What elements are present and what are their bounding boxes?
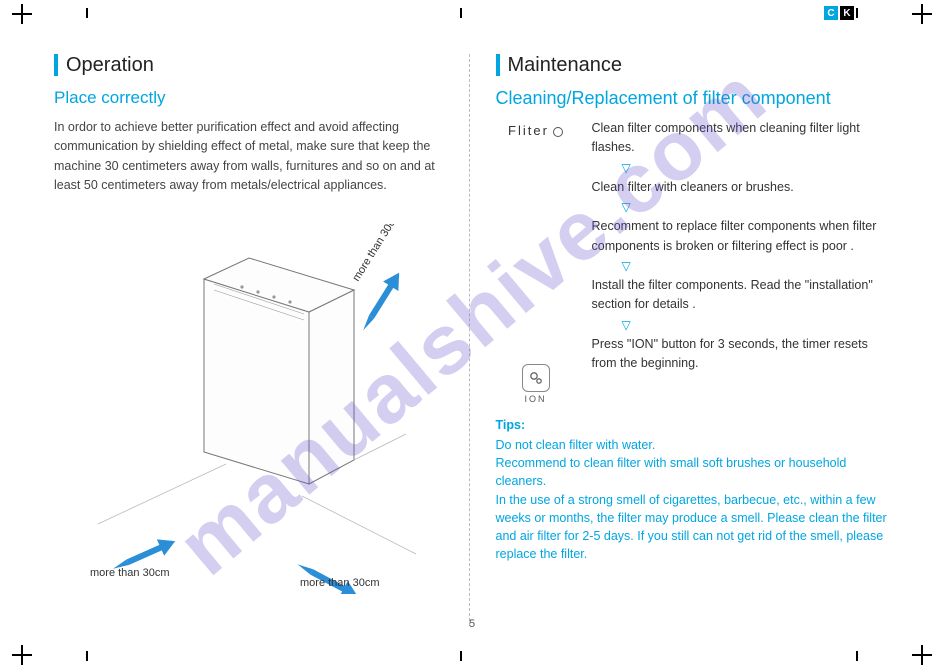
maintenance-steps: Clean filter components when cleaning fi…	[592, 119, 891, 377]
arrow-label: more than 30cm	[350, 224, 402, 284]
page-content: Operation Place correctly In ordor to ac…	[54, 54, 890, 626]
right-column: Maintenance Cleaning/Replacement of filt…	[469, 54, 891, 626]
crop-tick	[856, 651, 858, 661]
crop-tick	[86, 651, 88, 661]
step-text: Clean filter with cleaners or brushes.	[592, 178, 891, 197]
reg-mark-tl	[12, 4, 32, 24]
placement-diagram: more than 30cm more than 30cm more than …	[54, 224, 454, 594]
reg-mark-bl	[12, 645, 32, 665]
subtitle-place-correctly: Place correctly	[54, 88, 449, 108]
tips-line: Recommend to clean filter with small sof…	[496, 454, 891, 490]
step-arrow-icon: ▽	[622, 319, 891, 331]
step-text: Recomment to replace filter components w…	[592, 217, 891, 256]
step-text: Press "ION" button for 3 seconds, the ti…	[592, 335, 891, 374]
crop-tick	[856, 8, 858, 18]
crop-tick	[460, 8, 462, 18]
badge-c: C	[824, 6, 838, 20]
maintenance-left-col: Fliter ION	[496, 119, 576, 404]
filter-indicator-icon	[553, 127, 563, 137]
tips-block: Tips: Do not clean filter with water. Re…	[496, 416, 891, 563]
color-key-badge: C K	[824, 6, 854, 20]
step-text: Clean filter components when cleaning fi…	[592, 119, 891, 158]
filter-label: Fliter	[508, 123, 549, 138]
badge-k: K	[840, 6, 854, 20]
tips-line: In the use of a strong smell of cigarett…	[496, 491, 891, 564]
ion-label: ION	[496, 394, 576, 404]
step-arrow-icon: ▽	[622, 162, 891, 174]
step-arrow-icon: ▽	[622, 201, 891, 213]
reg-mark-tr	[912, 4, 932, 24]
subtitle-cleaning: Cleaning/Replacement of filter component	[496, 88, 891, 109]
step-arrow-icon: ▽	[622, 260, 891, 272]
left-column: Operation Place correctly In ordor to ac…	[54, 54, 469, 626]
crop-tick	[460, 651, 462, 661]
arrow-label: more than 30cm	[90, 567, 169, 579]
section-title-maintenance: Maintenance	[496, 54, 891, 76]
section-title-operation: Operation	[54, 54, 449, 76]
reg-mark-br	[912, 645, 932, 665]
tips-title: Tips:	[496, 416, 891, 434]
operation-paragraph: In ordor to achieve better purification …	[54, 118, 449, 196]
step-text: Install the filter components. Read the …	[592, 276, 891, 315]
arrow-label: more than 30cm	[300, 577, 379, 589]
crop-tick	[86, 8, 88, 18]
maintenance-steps-row: Fliter ION Clean filter components when …	[496, 119, 891, 404]
page-number: 5	[469, 618, 475, 630]
ion-button-icon	[522, 364, 550, 392]
tips-line: Do not clean filter with water.	[496, 436, 891, 454]
